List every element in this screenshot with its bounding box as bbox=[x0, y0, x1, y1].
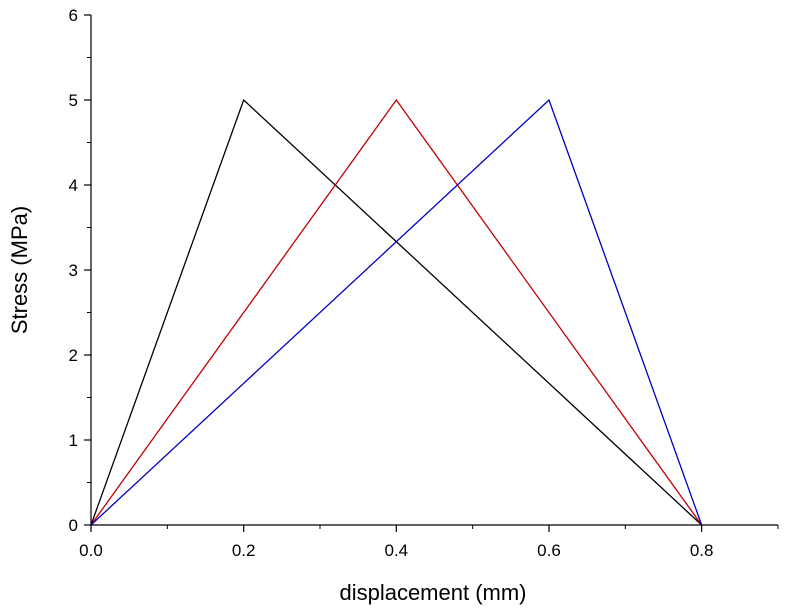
y-tick-label: 2 bbox=[69, 346, 78, 365]
x-tick-label: 0.4 bbox=[385, 541, 409, 560]
x-tick-label: 0.8 bbox=[690, 541, 714, 560]
y-tick-label: 4 bbox=[69, 176, 78, 195]
y-axis-title: Stress (MPa) bbox=[7, 206, 32, 334]
series-line-1 bbox=[90, 98, 703, 526]
series-line-2 bbox=[90, 98, 703, 526]
y-tick-label: 1 bbox=[69, 431, 78, 450]
y-tick-label: 6 bbox=[69, 6, 78, 25]
y-tick-label: 5 bbox=[69, 91, 78, 110]
series-line-3 bbox=[90, 98, 703, 526]
y-tick-label: 3 bbox=[69, 261, 78, 280]
x-tick-label: 0.6 bbox=[537, 541, 561, 560]
axes-layer bbox=[90, 15, 778, 526]
series-layer bbox=[90, 98, 703, 526]
y-tick-label: 0 bbox=[69, 516, 78, 535]
x-tick-label: 0.0 bbox=[79, 541, 103, 560]
ticks-layer: 0.0 0.2 0.4 0.6 0.8 0 1 2 3 4 5 6 bbox=[69, 6, 779, 560]
x-tick-label: 0.2 bbox=[232, 541, 256, 560]
x-axis-title: displacement (mm) bbox=[339, 580, 526, 605]
